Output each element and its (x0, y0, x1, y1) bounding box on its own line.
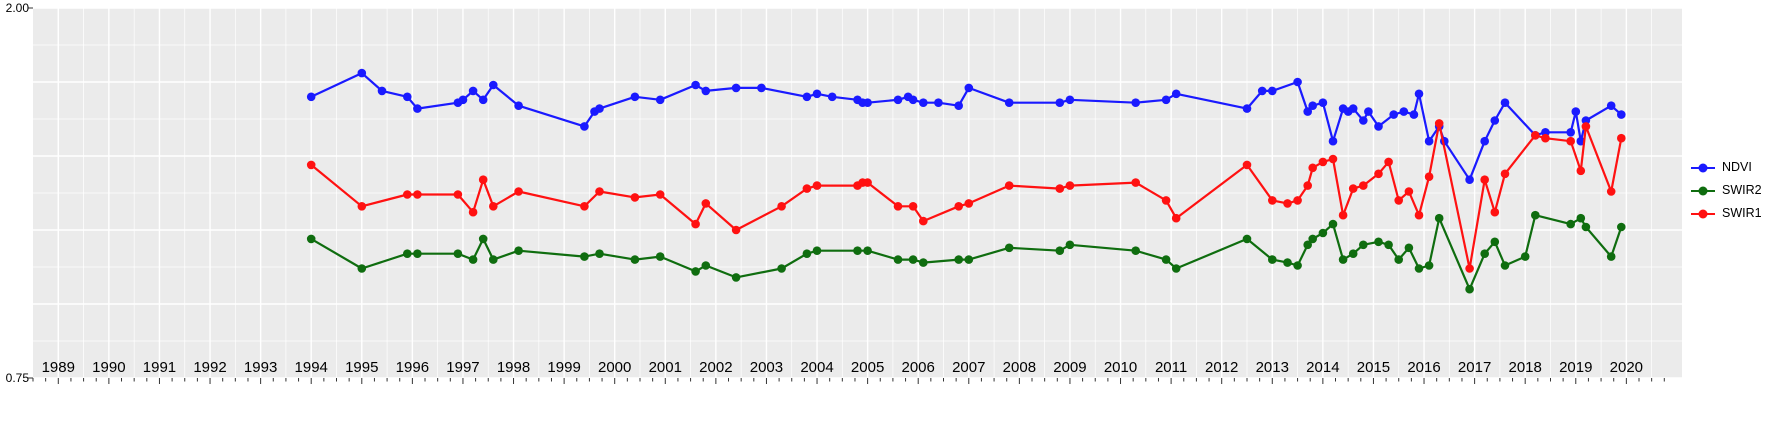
legend: NDVI SWIR2 SWIR1 (1690, 160, 1762, 220)
svg-text:2002: 2002 (699, 359, 732, 376)
svg-text:1995: 1995 (345, 359, 378, 376)
legend-item-swir2[interactable]: SWIR2 (1690, 183, 1762, 197)
svg-text:1990: 1990 (92, 359, 125, 376)
svg-text:2018: 2018 (1509, 359, 1542, 376)
legend-item-ndvi[interactable]: NDVI (1690, 160, 1762, 174)
svg-text:1999: 1999 (547, 359, 580, 376)
svg-text:0.75: 0.75 (6, 371, 30, 385)
svg-text:1997: 1997 (446, 359, 479, 376)
y-axis-tick-labels: 2.00 0.75 (6, 1, 30, 385)
svg-text:1993: 1993 (244, 359, 277, 376)
svg-text:1991: 1991 (143, 359, 176, 376)
series-swir2 (306, 210, 1626, 294)
svg-text:2017: 2017 (1458, 359, 1491, 376)
svg-text:2010: 2010 (1104, 359, 1137, 376)
svg-text:2013: 2013 (1256, 359, 1289, 376)
svg-text:2012: 2012 (1205, 359, 1238, 376)
svg-text:1992: 1992 (193, 359, 226, 376)
svg-text:1998: 1998 (497, 359, 530, 376)
series-swir1 (306, 119, 1626, 273)
svg-text:2016: 2016 (1407, 359, 1440, 376)
minor-gridlines (33, 8, 1682, 378)
series-ndvi (306, 68, 1626, 184)
svg-text:2011: 2011 (1155, 359, 1187, 376)
svg-text:2007: 2007 (952, 359, 985, 376)
svg-text:2.00: 2.00 (6, 1, 30, 15)
legend-label-ndvi: NDVI (1722, 160, 1752, 174)
svg-text:2005: 2005 (851, 359, 884, 376)
svg-text:1989: 1989 (42, 359, 75, 376)
legend-marker-swir2-icon (1690, 184, 1716, 196)
svg-text:2014: 2014 (1306, 359, 1339, 376)
svg-text:2008: 2008 (1003, 359, 1036, 376)
y-axis-ticks (28, 7, 33, 379)
svg-text:1996: 1996 (396, 359, 429, 376)
svg-text:2004: 2004 (800, 359, 833, 376)
legend-label-swir1: SWIR1 (1722, 206, 1762, 220)
legend-marker-ndvi-icon (1690, 161, 1716, 173)
svg-text:2000: 2000 (598, 359, 631, 376)
svg-text:2001: 2001 (649, 359, 682, 376)
legend-item-swir1[interactable]: SWIR1 (1690, 206, 1762, 220)
svg-text:1994: 1994 (295, 359, 328, 376)
major-gridlines (33, 7, 1682, 379)
svg-text:2019: 2019 (1559, 359, 1592, 376)
svg-text:2015: 2015 (1357, 359, 1390, 376)
svg-text:2006: 2006 (902, 359, 935, 376)
svg-text:2020: 2020 (1610, 359, 1643, 376)
legend-label-swir2: SWIR2 (1722, 183, 1762, 197)
x-axis-tick-labels: 1989 1990 1991 1992 1993 1994 1995 1996 1997 1998… (42, 359, 1643, 376)
legend-marker-swir1-icon (1690, 207, 1716, 219)
svg-text:2003: 2003 (750, 359, 783, 376)
x-axis-ticks (32, 378, 1665, 384)
svg-text:2009: 2009 (1053, 359, 1086, 376)
